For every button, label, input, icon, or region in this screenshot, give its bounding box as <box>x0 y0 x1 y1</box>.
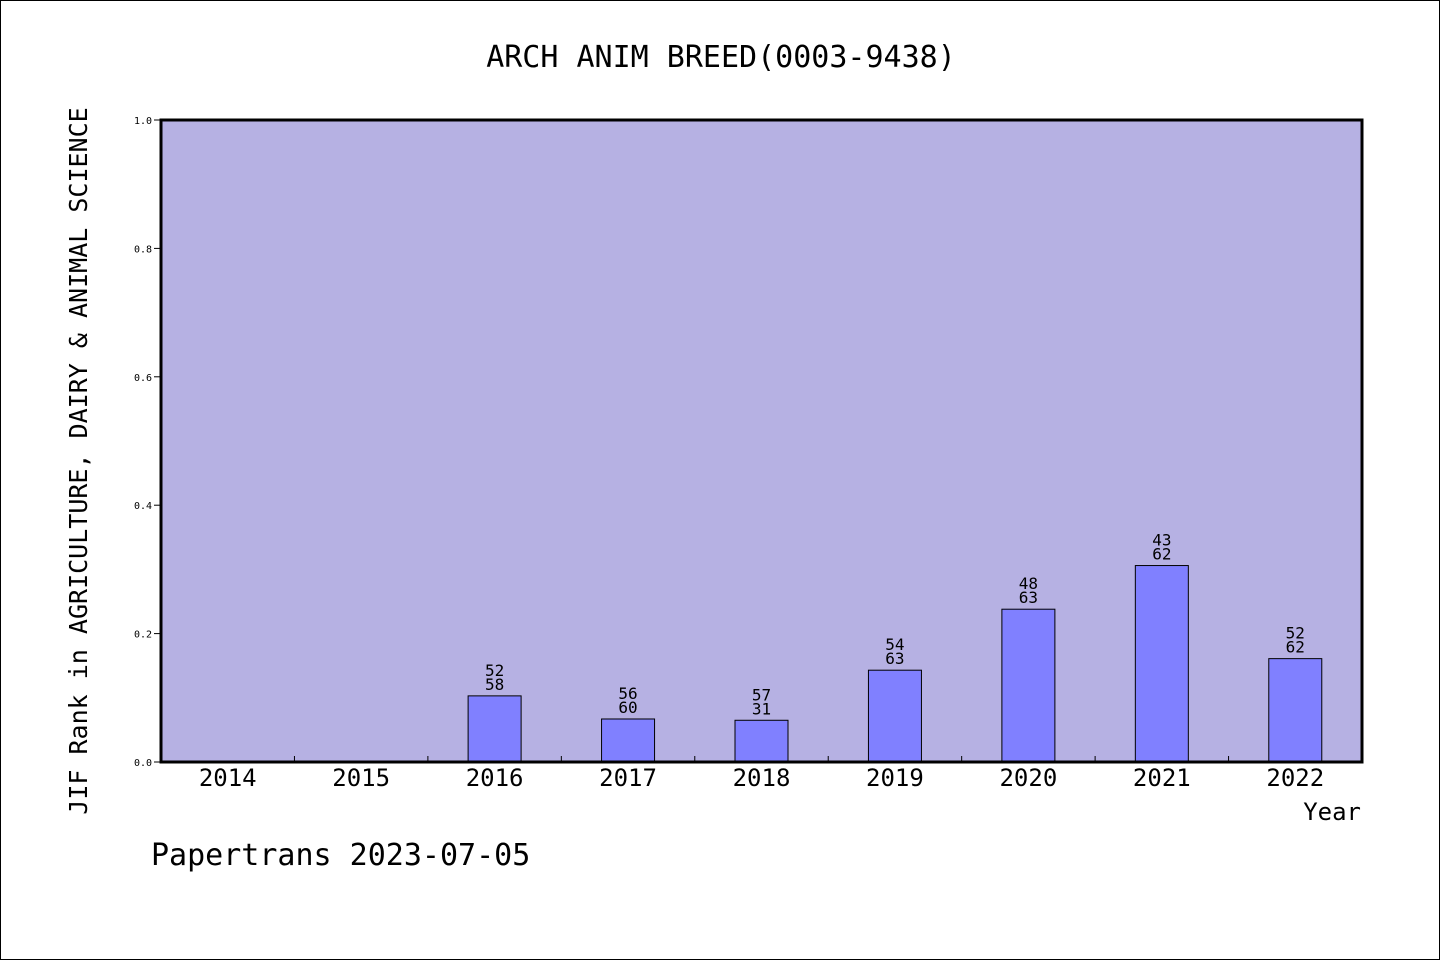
bar-label-bottom: 62 <box>1286 638 1305 657</box>
bar-2016 <box>467 695 522 763</box>
bar-2017 <box>601 718 656 763</box>
x-axis-ticks: 2014 2015 2016 2017 2018 2019 2020 2021 2022 <box>199 756 1324 792</box>
chart-title: ARCH ANIM BREED(0003-9438) <box>486 40 956 75</box>
x-tick-label: 2016 <box>466 764 524 792</box>
y-tick-label: 0.6 <box>134 373 152 384</box>
y-tick-label: 0.2 <box>134 630 152 641</box>
x-tick-label: 2014 <box>199 764 257 792</box>
bar-label-bottom: 60 <box>618 698 637 717</box>
y-tick-label: 0.4 <box>134 501 152 512</box>
y-axis-label: JIF Rank in AGRICULTURE, DAIRY & ANIMAL … <box>64 107 93 814</box>
bar-label-top: 52 <box>1286 624 1305 643</box>
bar-label-top: 43 <box>1152 531 1171 550</box>
bar-2020 <box>1001 608 1056 763</box>
bar-2022 <box>1268 658 1323 763</box>
bar-label-bottom: 58 <box>485 675 504 694</box>
x-axis-label: Year <box>1303 798 1361 826</box>
bar-label-top: 52 <box>485 661 504 680</box>
y-axis-ticks: 0.0 0.2 0.4 0.6 0.8 1.0 <box>134 116 161 769</box>
bar-2018 <box>734 719 789 763</box>
x-tick-label: 2017 <box>599 764 657 792</box>
bar-label-bottom: 63 <box>885 649 904 668</box>
plot-frame <box>159 118 1364 764</box>
bar-label-top: 48 <box>1019 574 1038 593</box>
y-tick-label: 1.0 <box>134 116 152 127</box>
x-tick-label: 2022 <box>1266 764 1324 792</box>
bar-label-top: 56 <box>618 684 637 703</box>
bar-2019 <box>867 669 922 763</box>
x-tick-label: 2021 <box>1133 764 1191 792</box>
footer-text: Papertrans 2023-07-05 <box>151 838 530 873</box>
x-tick-label: 2018 <box>733 764 791 792</box>
x-tick-label: 2019 <box>866 764 924 792</box>
bar-label-bottom: 31 <box>752 699 771 718</box>
y-tick-label: 0.0 <box>134 758 152 769</box>
x-tick-label: 2020 <box>999 764 1057 792</box>
bar-label-bottom: 63 <box>1019 588 1038 607</box>
bar-2021 <box>1134 565 1189 763</box>
x-tick-label: 2015 <box>332 764 390 792</box>
bar-label-top: 57 <box>752 685 771 704</box>
bar-label-top: 54 <box>885 635 904 654</box>
y-tick-label: 0.8 <box>134 244 152 255</box>
bar-label-bottom: 62 <box>1152 545 1171 564</box>
